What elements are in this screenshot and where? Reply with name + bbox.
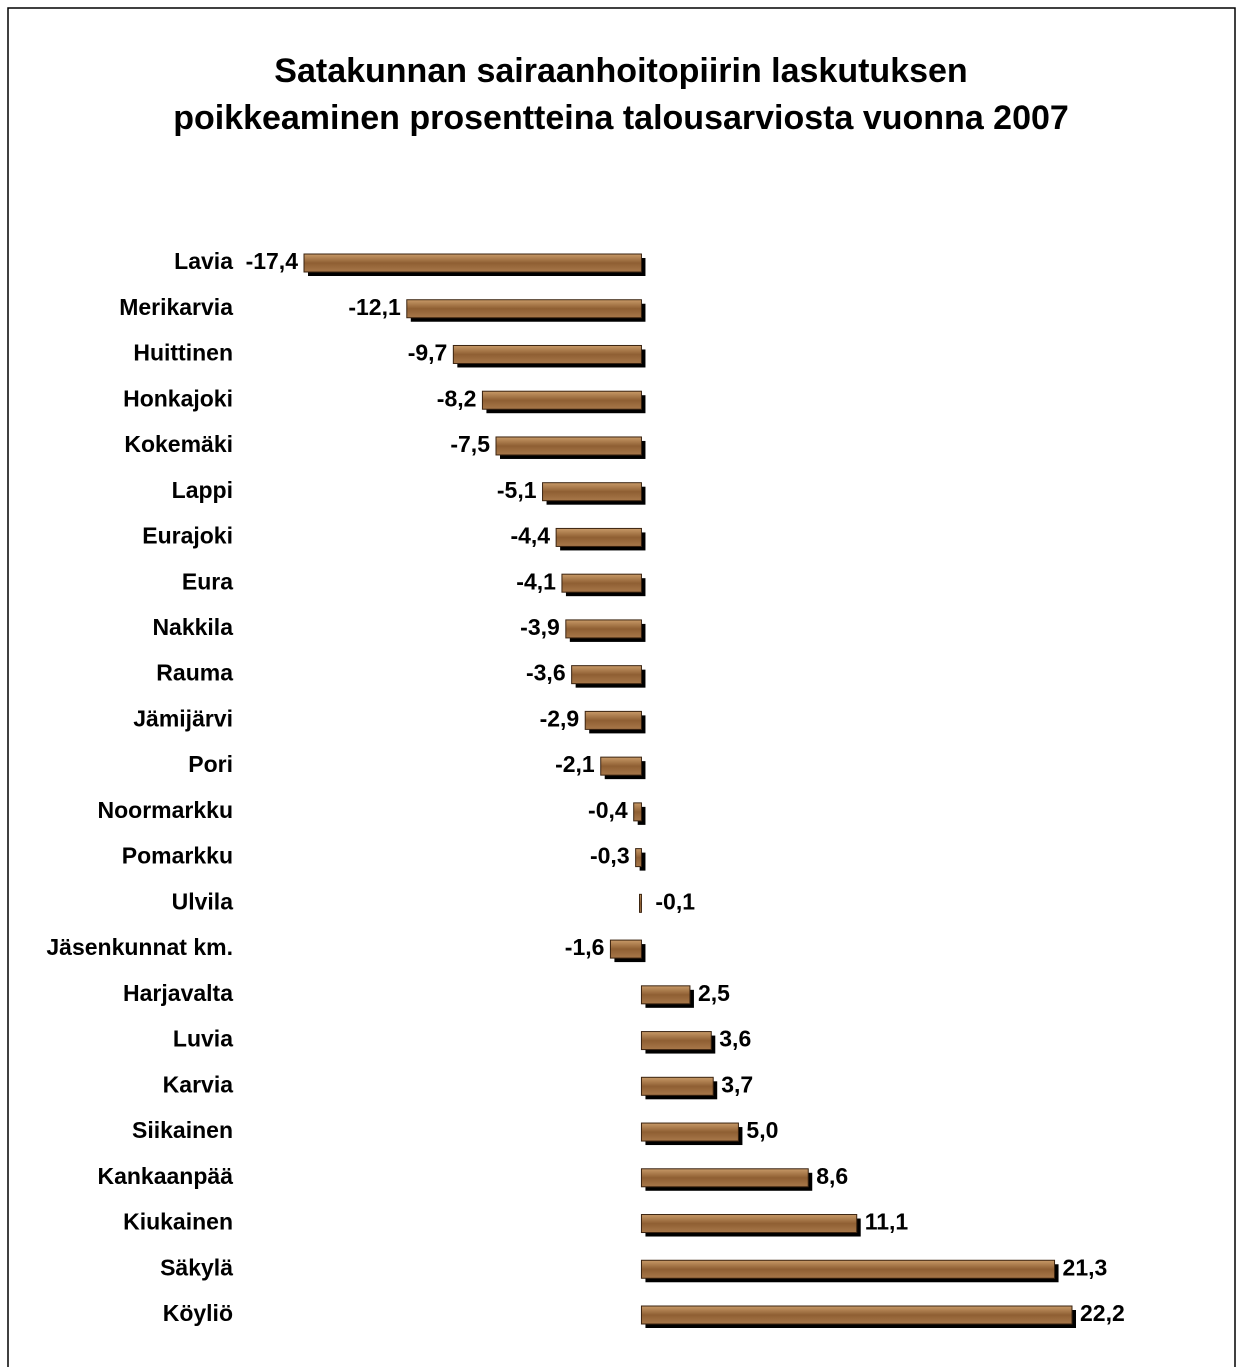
bar: [600, 756, 642, 776]
value-label: 3,7: [721, 1071, 753, 1097]
category-label: Ulvila: [172, 888, 234, 914]
bar: [640, 985, 691, 1005]
bar: [561, 573, 642, 593]
bar: [640, 1168, 809, 1188]
bar: [303, 253, 642, 273]
bar: [639, 893, 642, 913]
value-label: -4,1: [516, 568, 556, 594]
value-label: 21,3: [1063, 1254, 1108, 1280]
category-label: Huittinen: [133, 340, 233, 366]
bar: [571, 665, 642, 685]
value-label: -2,9: [540, 705, 580, 731]
category-label: Jämijärvi: [133, 705, 233, 731]
value-label: 3,6: [719, 1026, 751, 1052]
category-label: Merikarvia: [119, 294, 233, 320]
value-label: 5,0: [746, 1117, 778, 1143]
bar: [406, 299, 642, 319]
category-label: Lavia: [174, 248, 233, 274]
chart-title: Satakunnan sairaanhoitopiirin laskutukse…: [173, 52, 1069, 137]
value-label: -9,7: [408, 340, 448, 366]
bar: [633, 802, 642, 822]
category-label: Harjavalta: [123, 980, 233, 1006]
category-label: Eurajoki: [142, 523, 233, 549]
bar: [640, 1031, 712, 1051]
bar: [555, 527, 642, 547]
category-label: Köyliö: [163, 1300, 233, 1326]
category-label: Pori: [188, 751, 233, 777]
bar-shadow: [639, 852, 646, 871]
value-label: 8,6: [816, 1163, 848, 1189]
category-label: Noormarkku: [98, 797, 233, 823]
bar: [640, 1259, 1056, 1279]
value-label: 2,5: [698, 980, 730, 1006]
value-label: -12,1: [348, 294, 401, 320]
bar: [609, 939, 642, 959]
bar: [565, 619, 642, 639]
bar: [495, 436, 642, 456]
category-label: Luvia: [173, 1026, 233, 1052]
value-label: -2,1: [555, 751, 595, 777]
bar: [542, 482, 642, 502]
category-label: Kiukainen: [123, 1209, 233, 1235]
category-label: Lappi: [172, 477, 233, 503]
bar: [584, 710, 642, 730]
value-label: 22,2: [1080, 1300, 1125, 1326]
value-label: -1,6: [565, 934, 605, 960]
value-label: -17,4: [246, 248, 299, 274]
category-label: Kokemäki: [124, 431, 233, 457]
value-label: -7,5: [450, 431, 490, 457]
category-label: Eura: [182, 568, 233, 594]
bar: [452, 344, 642, 364]
category-label: Pomarkku: [122, 843, 233, 869]
value-label: -4,4: [510, 523, 550, 549]
category-label: Säkylä: [160, 1254, 233, 1280]
category-label: Nakkila: [152, 614, 233, 640]
value-label: -3,6: [526, 660, 566, 686]
bar: [640, 1122, 739, 1142]
category-label: Jäsenkunnat km.: [46, 934, 233, 960]
value-label: -5,1: [497, 477, 537, 503]
bar: [640, 1076, 714, 1096]
category-label: Siikainen: [132, 1117, 233, 1143]
value-label: -8,2: [437, 385, 477, 411]
category-label: Rauma: [156, 660, 233, 686]
category-label: Kankaanpää: [97, 1163, 233, 1189]
bar: [640, 1305, 1073, 1325]
value-label: -0,3: [590, 843, 630, 869]
value-label: -3,9: [520, 614, 560, 640]
value-label: -0,1: [655, 888, 695, 914]
bar: [481, 390, 642, 410]
value-label: -0,4: [588, 797, 628, 823]
category-label: Honkajoki: [123, 385, 233, 411]
value-label: 11,1: [865, 1209, 909, 1235]
bar: [635, 848, 642, 868]
frame: [7, 7, 1236, 1367]
category-label: Karvia: [163, 1071, 234, 1097]
bar: [640, 1214, 858, 1234]
